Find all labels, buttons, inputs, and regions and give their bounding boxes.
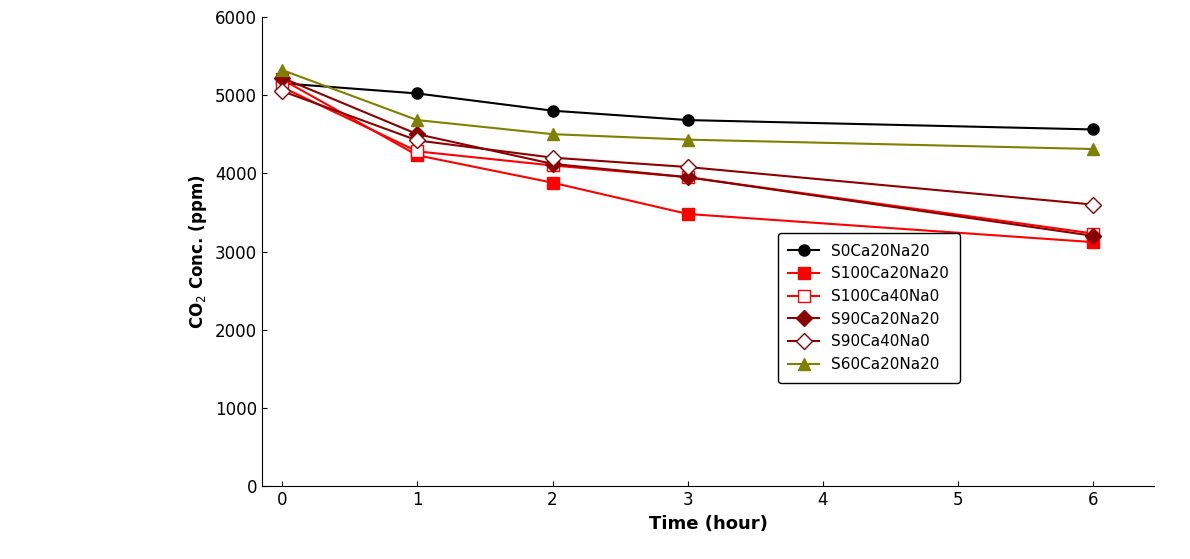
S90Ca20Na20	[1086, 233, 1101, 239]
S60Ca20Na20	[411, 117, 425, 124]
S90Ca40Na0	[1086, 201, 1101, 208]
X-axis label: Time (hour): Time (hour)	[649, 515, 768, 533]
S90Ca40Na0	[681, 164, 695, 170]
S90Ca20Na20	[411, 131, 425, 138]
S90Ca40Na0	[275, 88, 289, 94]
Line: S0Ca20Na20: S0Ca20Na20	[276, 78, 1100, 135]
S60Ca20Na20	[545, 131, 559, 138]
S0Ca20Na20	[1086, 126, 1101, 133]
S0Ca20Na20	[545, 107, 559, 114]
Line: S100Ca40Na0: S100Ca40Na0	[276, 82, 1100, 239]
S60Ca20Na20	[681, 136, 695, 143]
Line: S90Ca40Na0: S90Ca40Na0	[276, 86, 1100, 210]
S90Ca20Na20	[275, 74, 289, 81]
S90Ca40Na0	[545, 154, 559, 161]
S100Ca20Na20	[411, 152, 425, 159]
S90Ca20Na20	[681, 174, 695, 181]
Legend: S0Ca20Na20, S100Ca20Na20, S100Ca40Na0, S90Ca20Na20, S90Ca40Na0, S60Ca20Na20: S0Ca20Na20, S100Ca20Na20, S100Ca40Na0, S…	[778, 233, 959, 383]
S100Ca40Na0	[411, 148, 425, 155]
S60Ca20Na20	[1086, 146, 1101, 153]
Line: S100Ca20Na20: S100Ca20Na20	[276, 74, 1100, 248]
Line: S90Ca20Na20: S90Ca20Na20	[276, 72, 1100, 241]
Y-axis label: CO$_2$ Conc. (ppm): CO$_2$ Conc. (ppm)	[187, 174, 209, 329]
S100Ca40Na0	[681, 174, 695, 181]
S60Ca20Na20	[275, 67, 289, 73]
S100Ca20Na20	[681, 211, 695, 217]
S100Ca20Na20	[545, 179, 559, 186]
S100Ca40Na0	[275, 84, 289, 91]
S100Ca40Na0	[1086, 230, 1101, 237]
S90Ca40Na0	[411, 137, 425, 144]
Line: S60Ca20Na20: S60Ca20Na20	[276, 64, 1100, 155]
S90Ca20Na20	[545, 160, 559, 167]
S100Ca20Na20	[275, 76, 289, 83]
S100Ca40Na0	[545, 162, 559, 169]
S0Ca20Na20	[275, 80, 289, 87]
S0Ca20Na20	[411, 90, 425, 97]
S100Ca20Na20	[1086, 239, 1101, 245]
S0Ca20Na20	[681, 117, 695, 124]
